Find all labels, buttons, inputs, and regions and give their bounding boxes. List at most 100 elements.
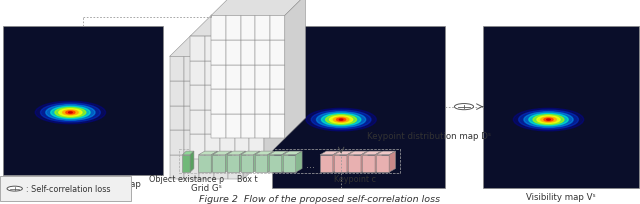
Bar — [270, 114, 285, 139]
Bar — [249, 110, 264, 135]
Bar — [198, 155, 211, 172]
Circle shape — [59, 109, 82, 117]
Bar — [227, 155, 239, 172]
Bar — [228, 131, 243, 155]
Polygon shape — [264, 16, 285, 159]
Text: Keypoint distribution map Dˢ: Keypoint distribution map Dˢ — [367, 131, 491, 140]
Bar — [320, 155, 333, 172]
Polygon shape — [191, 16, 285, 37]
Bar — [205, 61, 220, 86]
Bar — [3, 27, 163, 175]
Circle shape — [311, 110, 371, 130]
Circle shape — [518, 110, 579, 130]
Bar — [170, 106, 184, 131]
Polygon shape — [255, 151, 274, 155]
Bar — [211, 41, 226, 65]
Bar — [270, 90, 285, 114]
Text: ...: ... — [306, 159, 315, 169]
Bar — [220, 135, 235, 159]
Bar — [228, 82, 243, 106]
Circle shape — [513, 109, 584, 131]
Bar — [205, 86, 220, 110]
Bar — [249, 61, 264, 86]
Bar — [235, 135, 250, 159]
Polygon shape — [212, 151, 232, 155]
Bar — [235, 110, 250, 135]
Bar — [255, 155, 268, 172]
Polygon shape — [211, 151, 218, 172]
Bar — [214, 57, 228, 82]
Bar — [269, 155, 282, 172]
Circle shape — [66, 111, 75, 114]
Bar — [270, 65, 285, 90]
Circle shape — [63, 110, 78, 115]
Text: Uncorrelated visibility map: Uncorrelated visibility map — [25, 180, 141, 188]
Bar — [226, 41, 241, 65]
Polygon shape — [334, 151, 353, 155]
Polygon shape — [283, 151, 302, 155]
Bar — [249, 86, 264, 110]
Polygon shape — [362, 151, 381, 155]
Polygon shape — [285, 0, 306, 139]
Polygon shape — [269, 151, 288, 155]
Bar — [191, 37, 205, 61]
Bar — [226, 114, 241, 139]
Circle shape — [337, 119, 346, 121]
Bar — [249, 37, 264, 61]
Bar — [220, 86, 235, 110]
Circle shape — [529, 114, 568, 126]
Bar — [214, 82, 228, 106]
Bar — [283, 155, 296, 172]
Text: Object existance ρ: Object existance ρ — [148, 174, 224, 183]
Text: Visibility map Vˢ: Visibility map Vˢ — [526, 192, 596, 201]
Circle shape — [330, 116, 353, 124]
Bar — [255, 65, 270, 90]
Bar — [220, 110, 235, 135]
Bar — [220, 61, 235, 86]
Text: Keypoint c: Keypoint c — [334, 174, 376, 183]
Bar — [270, 16, 285, 41]
Text: Box t: Box t — [237, 174, 258, 183]
Bar — [211, 90, 226, 114]
Polygon shape — [282, 151, 288, 172]
Bar — [211, 114, 226, 139]
Circle shape — [533, 115, 564, 125]
Polygon shape — [211, 0, 306, 16]
Circle shape — [537, 116, 560, 124]
Bar — [211, 65, 226, 90]
Circle shape — [40, 103, 100, 122]
Bar — [182, 155, 190, 172]
Polygon shape — [182, 151, 194, 155]
Bar — [241, 16, 255, 41]
Bar — [170, 131, 184, 155]
Text: Grid Gˢ: Grid Gˢ — [191, 184, 222, 193]
FancyBboxPatch shape — [0, 176, 131, 201]
Bar — [184, 57, 199, 82]
Bar — [184, 82, 199, 106]
Circle shape — [321, 114, 361, 126]
Bar — [214, 155, 228, 180]
Polygon shape — [376, 151, 396, 155]
Bar — [228, 106, 243, 131]
Bar — [228, 57, 243, 82]
Bar — [220, 37, 235, 61]
Bar — [483, 27, 639, 188]
Bar — [241, 65, 255, 90]
Bar — [334, 155, 347, 172]
Bar — [184, 155, 199, 180]
Polygon shape — [296, 151, 302, 172]
Polygon shape — [241, 151, 260, 155]
Polygon shape — [239, 151, 246, 172]
Bar — [272, 27, 445, 188]
Polygon shape — [198, 151, 218, 155]
Bar — [170, 57, 184, 82]
Bar — [255, 41, 270, 65]
Bar — [191, 61, 205, 86]
Circle shape — [547, 119, 550, 121]
Polygon shape — [243, 37, 264, 180]
Polygon shape — [227, 151, 246, 155]
Circle shape — [68, 112, 72, 113]
Bar — [199, 106, 214, 131]
Bar — [191, 135, 205, 159]
Circle shape — [544, 119, 553, 121]
